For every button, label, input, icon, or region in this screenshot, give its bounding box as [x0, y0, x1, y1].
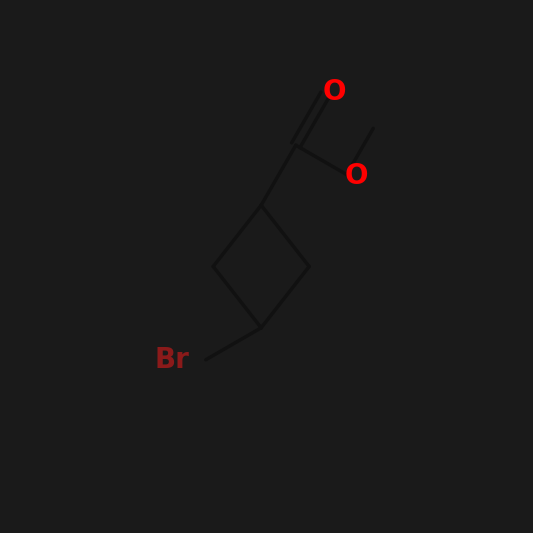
- Text: Br: Br: [155, 346, 190, 374]
- Text: O: O: [323, 78, 346, 106]
- Text: O: O: [344, 161, 368, 190]
